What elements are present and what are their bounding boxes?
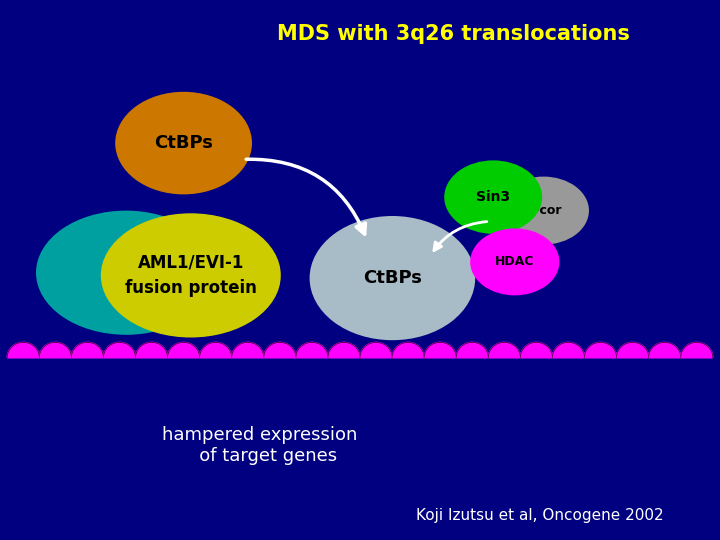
Polygon shape (264, 342, 296, 357)
Polygon shape (328, 342, 360, 357)
Polygon shape (360, 342, 392, 357)
Polygon shape (456, 342, 488, 357)
Ellipse shape (470, 228, 559, 295)
Text: CtBPs: CtBPs (154, 134, 213, 152)
Ellipse shape (36, 211, 216, 335)
Text: MDS with 3q26 translocations: MDS with 3q26 translocations (277, 24, 630, 44)
Polygon shape (135, 342, 168, 357)
Text: AML1/EVI-1
fusion protein: AML1/EVI-1 fusion protein (125, 254, 257, 297)
Ellipse shape (498, 177, 589, 245)
Text: hampered expression
   of target genes: hampered expression of target genes (161, 426, 357, 465)
Text: Koji Izutsu et al, Oncogene 2002: Koji Izutsu et al, Oncogene 2002 (416, 508, 664, 523)
Polygon shape (40, 342, 71, 357)
Polygon shape (616, 342, 649, 357)
Polygon shape (680, 342, 713, 357)
Polygon shape (488, 342, 521, 357)
Text: HDAC: HDAC (495, 255, 534, 268)
Polygon shape (424, 342, 456, 357)
Ellipse shape (115, 92, 252, 194)
Polygon shape (521, 342, 552, 357)
Text: N-cor: N-cor (525, 204, 562, 217)
Polygon shape (168, 342, 199, 357)
Ellipse shape (444, 160, 542, 234)
Polygon shape (585, 342, 616, 357)
Polygon shape (552, 342, 585, 357)
Ellipse shape (101, 213, 281, 338)
Polygon shape (104, 342, 135, 357)
Ellipse shape (310, 216, 475, 340)
Text: Sin3: Sin3 (476, 190, 510, 204)
Polygon shape (296, 342, 328, 357)
Polygon shape (199, 342, 232, 357)
Polygon shape (649, 342, 680, 357)
Polygon shape (71, 342, 104, 357)
Polygon shape (392, 342, 424, 357)
Polygon shape (232, 342, 264, 357)
Text: CtBPs: CtBPs (363, 269, 422, 287)
Polygon shape (7, 342, 40, 357)
